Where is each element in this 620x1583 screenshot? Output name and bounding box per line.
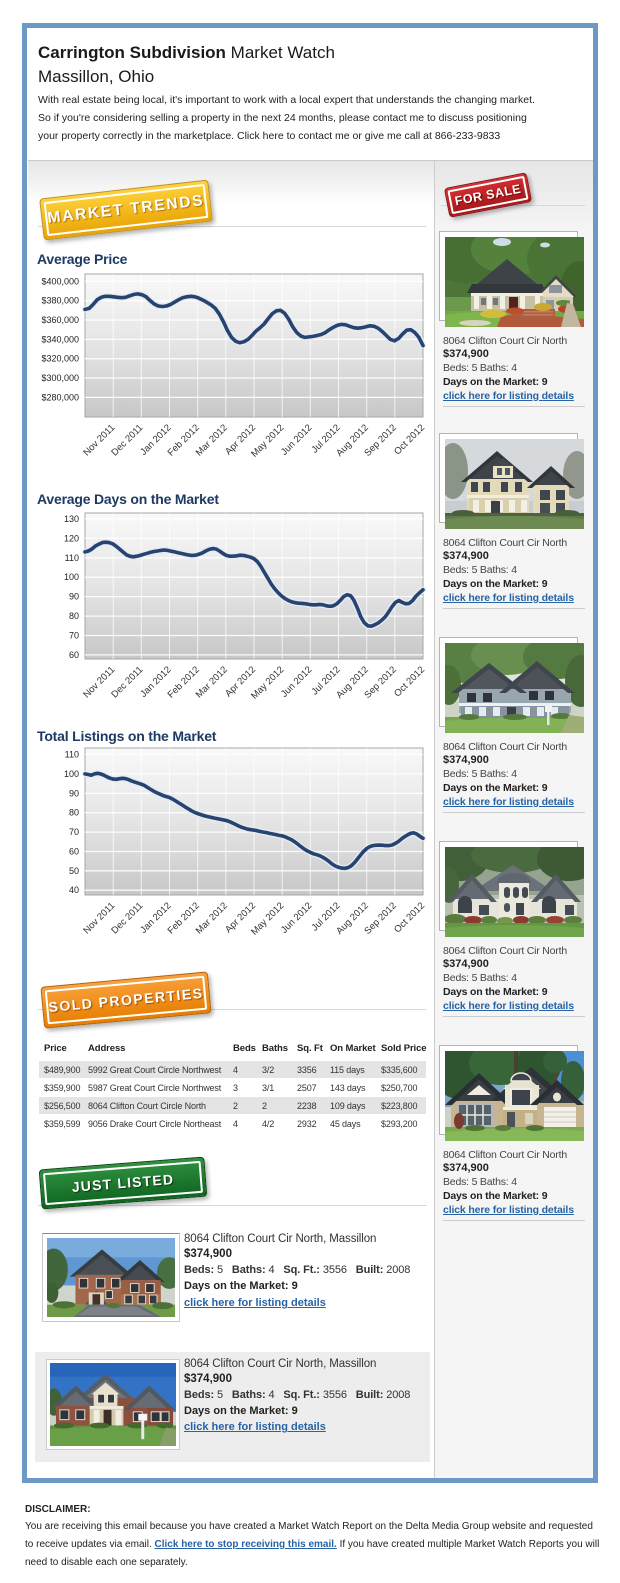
svg-text:Oct 2012: Oct 2012 [392,422,427,457]
svg-text:Oct 2012: Oct 2012 [392,664,427,699]
svg-text:80: 80 [69,808,79,818]
svg-text:$340,000: $340,000 [41,334,79,344]
svg-text:$280,000: $280,000 [41,392,79,402]
svg-text:100: 100 [64,769,79,779]
svg-text:70: 70 [69,631,79,641]
svg-text:100: 100 [64,572,79,582]
svg-text:$300,000: $300,000 [41,373,79,383]
svg-text:110: 110 [65,750,79,760]
svg-text:70: 70 [69,827,79,837]
svg-text:110: 110 [65,553,79,563]
svg-text:$400,000: $400,000 [41,276,79,286]
svg-text:40: 40 [69,885,79,895]
svg-text:60: 60 [69,650,79,660]
svg-text:130: 130 [64,514,79,524]
svg-text:$380,000: $380,000 [41,296,79,306]
svg-text:80: 80 [69,611,79,621]
svg-text:Oct 2012: Oct 2012 [392,900,427,935]
svg-text:$320,000: $320,000 [41,354,79,364]
svg-text:Jun 2012: Jun 2012 [279,664,314,699]
svg-text:90: 90 [69,592,79,602]
svg-text:Jun 2012: Jun 2012 [279,900,314,935]
svg-text:Jun 2012: Jun 2012 [279,422,314,457]
svg-text:$360,000: $360,000 [41,315,79,325]
svg-text:120: 120 [64,533,79,543]
svg-text:50: 50 [69,866,79,876]
svg-text:60: 60 [69,847,79,857]
svg-text:90: 90 [69,788,79,798]
